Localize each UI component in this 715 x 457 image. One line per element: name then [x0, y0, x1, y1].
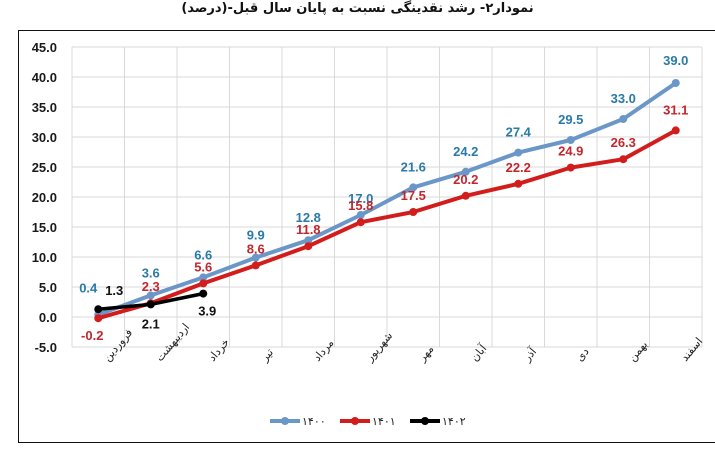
data-point [671, 126, 680, 135]
data-label: 2.3 [142, 279, 160, 294]
data-point [409, 208, 418, 216]
data-label: 17.0 [348, 191, 373, 206]
data-point [304, 236, 313, 245]
y-tick-label: 10.0 [32, 250, 57, 265]
data-label: 9.9 [247, 228, 265, 243]
legend-label: ۱۴۰۰ [302, 415, 326, 428]
data-label: 3.9 [198, 304, 216, 319]
data-label: 2.1 [142, 316, 160, 331]
data-label: 8.6 [247, 241, 265, 256]
data-label: 15.8 [348, 198, 373, 213]
y-tick-label: 20.0 [32, 190, 57, 205]
data-label: -0.2 [81, 328, 103, 343]
data-point [304, 242, 313, 251]
series-lines [94, 79, 680, 323]
data-point [199, 273, 208, 282]
data-point [566, 136, 575, 144]
y-tick-label: -5.0 [35, 340, 57, 355]
data-label: 5.6 [194, 259, 212, 274]
data-point [514, 179, 523, 188]
gridlines [71, 46, 703, 348]
data-point [251, 261, 260, 270]
series-line-1 [96, 128, 678, 321]
y-tick-label: 45.0 [32, 40, 57, 55]
data-label: 21.6 [401, 159, 426, 174]
data-point [461, 191, 470, 200]
x-tick-label: مرداد [311, 336, 337, 363]
series-line-0 [96, 81, 678, 317]
data-labels: 0.4 3.6 6.6 9.9 12.8 17.0 21.6 24.2 27.4 29.5 33.0… [79, 53, 688, 343]
y-tick-label: 5.0 [39, 280, 57, 295]
data-point [199, 289, 208, 298]
data-label: 24.9 [558, 144, 583, 159]
data-point [514, 148, 523, 157]
data-label: 27.4 [506, 125, 532, 140]
data-label: 11.8 [296, 222, 321, 237]
data-point [461, 167, 470, 176]
data-label: 6.6 [194, 247, 212, 262]
data-point [409, 183, 418, 192]
x-tick-label: بهمن [626, 338, 651, 364]
data-label: 33.0 [611, 91, 636, 106]
y-tick-label: 15.0 [32, 220, 57, 235]
x-tick-label: دی [573, 345, 592, 364]
y-axis: 45.0 40.0 35.0 30.0 25.0 20.0 15.0 10.0 5.0 0.0 -5… [32, 40, 57, 355]
data-point [356, 218, 365, 227]
y-tick-label: 0.0 [39, 310, 57, 325]
data-label: 39.0 [663, 53, 688, 68]
data-point [619, 155, 628, 164]
data-point [356, 211, 365, 219]
data-point [251, 253, 260, 262]
data-point [94, 305, 103, 314]
y-tick-label: 25.0 [32, 160, 57, 175]
data-label: 22.2 [506, 160, 531, 175]
data-point [671, 79, 680, 87]
data-point [619, 115, 628, 123]
x-tick-label: فروردین [101, 326, 136, 364]
chart-frame [18, 30, 715, 443]
data-label: 3.6 [142, 265, 160, 280]
data-point [146, 300, 155, 309]
data-label: 24.2 [453, 144, 478, 159]
data-label: 26.3 [611, 135, 636, 150]
legend-marker [351, 417, 359, 425]
legend-marker [421, 417, 429, 425]
data-point [566, 163, 575, 172]
x-tick-label: آبان [467, 341, 490, 364]
y-tick-label: 30.0 [32, 130, 57, 145]
data-point [199, 279, 208, 288]
x-tick-label: اسفند [678, 335, 705, 364]
data-label: 20.2 [453, 172, 478, 187]
data-label: 1.3 [105, 283, 123, 298]
y-tick-label: 35.0 [32, 100, 57, 115]
legend-label: ۱۴۰۱ [372, 415, 396, 428]
legend-label: ۱۴۰۲ [442, 415, 466, 428]
x-tick-label: خرداد [206, 336, 233, 364]
x-tick-label: تیر [257, 346, 276, 365]
data-label: 31.1 [663, 102, 688, 117]
chart-title: نمودار۲- رشد نقدینگی نسبت به پایان سال ق… [181, 1, 534, 16]
x-tick-label: مهر [415, 342, 437, 364]
data-label: 17.5 [401, 188, 426, 203]
data-label: 12.8 [296, 210, 321, 225]
data-label: 0.4 [79, 281, 98, 296]
y-tick-label: 40.0 [32, 70, 57, 85]
data-point [146, 291, 155, 300]
x-axis: فروردین اردیبهشت خرداد تیر مرداد شهریور مهر آبا… [101, 321, 706, 365]
legend-marker [281, 417, 289, 425]
legend: ۱۴۰۰ ۱۴۰۱ ۱۴۰۲ [270, 415, 466, 428]
data-point [94, 314, 103, 323]
data-label: 29.5 [558, 112, 583, 127]
